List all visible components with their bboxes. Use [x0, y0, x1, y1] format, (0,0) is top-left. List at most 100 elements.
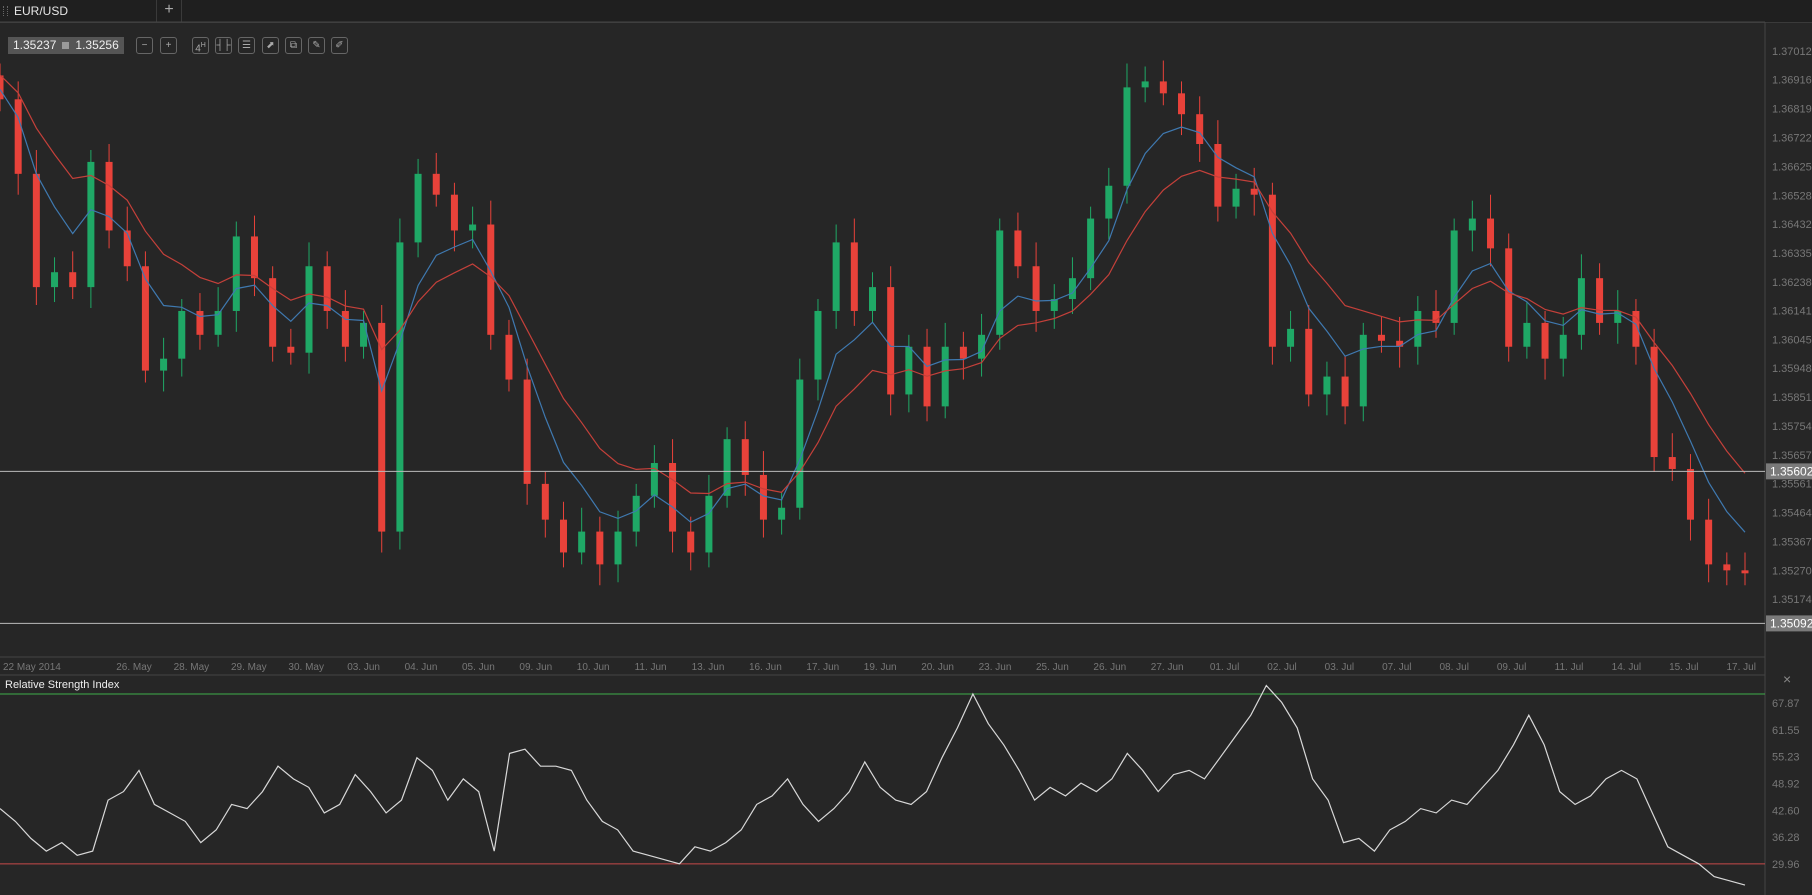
time-tick-label: 04. Jun	[405, 662, 438, 673]
rsi-tick-label: 29.96	[1772, 859, 1800, 871]
price-line-tag	[1766, 463, 1812, 480]
candle-body	[887, 287, 895, 395]
candle-body	[941, 346, 949, 407]
candle-body	[1287, 328, 1295, 347]
candle-body	[287, 346, 295, 353]
time-tick-label: 26. Jun	[1093, 662, 1126, 673]
timeframe-unit: H	[200, 42, 206, 49]
candle-body	[578, 531, 586, 553]
candle-body	[69, 272, 77, 288]
candle-body	[141, 266, 149, 371]
time-tick-label: 28. May	[174, 662, 210, 673]
time-tick-label: 23. Jun	[979, 662, 1012, 673]
candle-body	[832, 242, 840, 311]
candle-body	[1178, 93, 1186, 115]
price-tick-label: 1.35948	[1772, 363, 1812, 375]
price-tick-label: 1.35754	[1772, 421, 1812, 433]
price-tick-label: 1.36722	[1772, 132, 1812, 144]
price-tick-label: 1.35657	[1772, 450, 1812, 462]
moving-average-fast	[0, 89, 1746, 533]
candle-body	[1468, 218, 1476, 231]
candle-body	[1141, 81, 1149, 88]
bid-price: 1.35237	[13, 38, 57, 52]
candle-body	[1541, 322, 1549, 359]
candle-body	[669, 463, 677, 532]
rsi-title: Relative Strength Index	[5, 679, 120, 691]
candle-body	[250, 236, 258, 279]
candle-body	[105, 161, 113, 231]
price-tick-label: 1.36432	[1772, 219, 1812, 231]
candle-body	[814, 310, 822, 380]
quote-badge: 1.35237 1.35256	[8, 37, 124, 54]
candle-body	[450, 194, 458, 231]
price-tick-label: 1.36238	[1772, 277, 1812, 289]
time-tick-label: 19. Jun	[864, 662, 897, 673]
candle-type-icon[interactable]: ┤├	[215, 37, 232, 54]
time-tick-label: 05. Jun	[462, 662, 495, 673]
candle-body	[869, 287, 876, 311]
candle-body	[505, 334, 513, 380]
price-tick-label: 1.36045	[1772, 334, 1812, 346]
candle-body	[850, 242, 858, 311]
time-tick-label: 26. May	[116, 662, 152, 673]
candle-body	[1159, 81, 1167, 94]
rsi-line	[0, 684, 1746, 886]
rsi-tick-label: 48.92	[1772, 778, 1800, 790]
add-tab-button[interactable]: +	[157, 0, 182, 22]
separator-icon	[62, 42, 70, 49]
drag-grip-icon[interactable]	[3, 6, 8, 16]
candle-body	[1305, 328, 1313, 395]
time-tick-label: 16. Jun	[749, 662, 782, 673]
time-tick-label: 30. May	[288, 662, 324, 673]
candle-body	[1032, 266, 1040, 311]
candle-body	[614, 531, 622, 565]
tab-eurusd[interactable]: EUR/USD	[0, 0, 157, 22]
candle-body	[1650, 346, 1658, 458]
candle-body	[378, 322, 386, 532]
candle-body	[1686, 468, 1694, 520]
time-tick-label: 13. Jun	[692, 662, 725, 673]
time-tick-label: 03. Jul	[1325, 662, 1354, 673]
rsi-tick-label: 61.55	[1772, 725, 1800, 737]
candle-body	[596, 531, 604, 565]
zoom-in-icon[interactable]: +	[160, 37, 177, 54]
rsi-tick-label: 67.87	[1772, 698, 1800, 710]
candle-body	[1432, 310, 1440, 323]
time-tick-label: 15. Jul	[1669, 662, 1698, 673]
candle-body	[323, 266, 331, 311]
candle-body	[1414, 310, 1422, 347]
candle-body	[1741, 570, 1749, 574]
indicators-icon[interactable]: ☰	[238, 37, 255, 54]
close-rsi-icon[interactable]: ×	[1783, 671, 1792, 687]
time-tick-label: 08. Jul	[1439, 662, 1468, 673]
candle-body	[778, 507, 786, 520]
candle-body	[1559, 334, 1567, 359]
candle-body	[1068, 278, 1076, 300]
candle-body	[487, 224, 495, 335]
rsi-tick-label: 42.60	[1772, 805, 1800, 817]
price-tick-label: 1.35464	[1772, 508, 1812, 520]
candle-body	[87, 161, 95, 288]
price-tick-label: 1.36819	[1772, 104, 1812, 116]
candle-body	[905, 346, 913, 395]
candle-body	[723, 439, 731, 496]
ask-price: 1.35256	[75, 38, 119, 52]
time-tick-label: 07. Jul	[1382, 662, 1411, 673]
candle-body	[232, 236, 240, 311]
time-tick-label: 29. May	[231, 662, 267, 673]
time-tick-label: 17. Jun	[806, 662, 839, 673]
copy-icon[interactable]: ⧉	[285, 37, 302, 54]
candle-body	[360, 322, 368, 347]
chart-template-icon[interactable]: ⬈	[262, 37, 279, 54]
moving-average-slow	[0, 74, 1746, 495]
price-tick-label: 1.36625	[1772, 161, 1812, 173]
candle-body	[650, 463, 658, 496]
draw-icon[interactable]: ✐	[331, 37, 348, 54]
edit-icon[interactable]: ✎	[308, 37, 325, 54]
zoom-out-icon[interactable]: −	[136, 37, 153, 54]
timeframe-icon[interactable]: 4H	[192, 37, 209, 54]
time-tick-label: 02. Jul	[1267, 662, 1296, 673]
time-tick-label: 27. Jun	[1151, 662, 1184, 673]
candle-body	[541, 483, 549, 520]
